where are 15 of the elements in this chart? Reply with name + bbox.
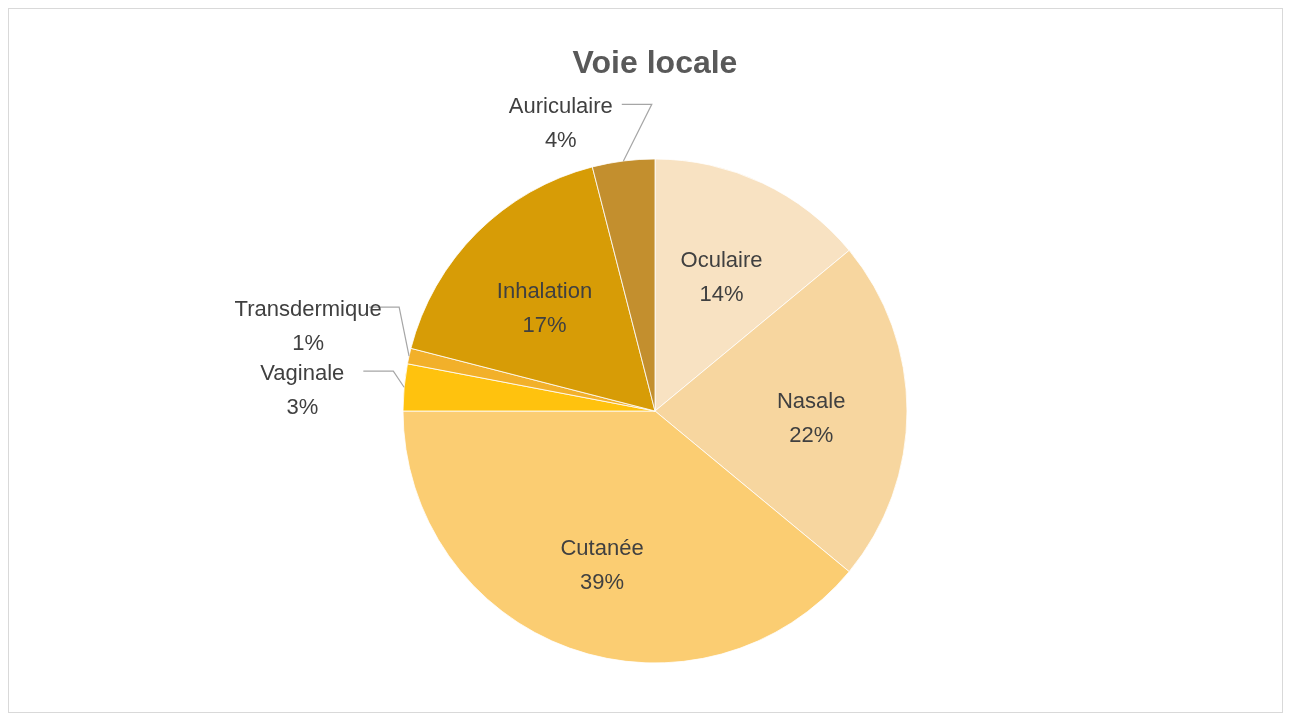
slice-label: Cutanée xyxy=(560,535,644,560)
slice-label: Transdermique xyxy=(234,296,382,322)
data-label: 22% xyxy=(789,422,834,447)
slice-label: Vaginale xyxy=(260,360,345,386)
slice-label: Oculaire xyxy=(680,246,763,272)
data-label: 39% xyxy=(580,569,625,594)
data-label: 17% xyxy=(522,311,567,337)
data-label: 3% xyxy=(286,394,319,420)
data-label: 14% xyxy=(699,280,744,306)
data-label: 1% xyxy=(292,330,325,356)
slice-label: Auriculaire xyxy=(508,93,613,119)
slice-label: Inhalation xyxy=(496,277,593,303)
slice-label: Nasale xyxy=(777,388,846,413)
chart-title: Voie locale xyxy=(572,44,738,80)
data-label: 4% xyxy=(544,127,577,153)
